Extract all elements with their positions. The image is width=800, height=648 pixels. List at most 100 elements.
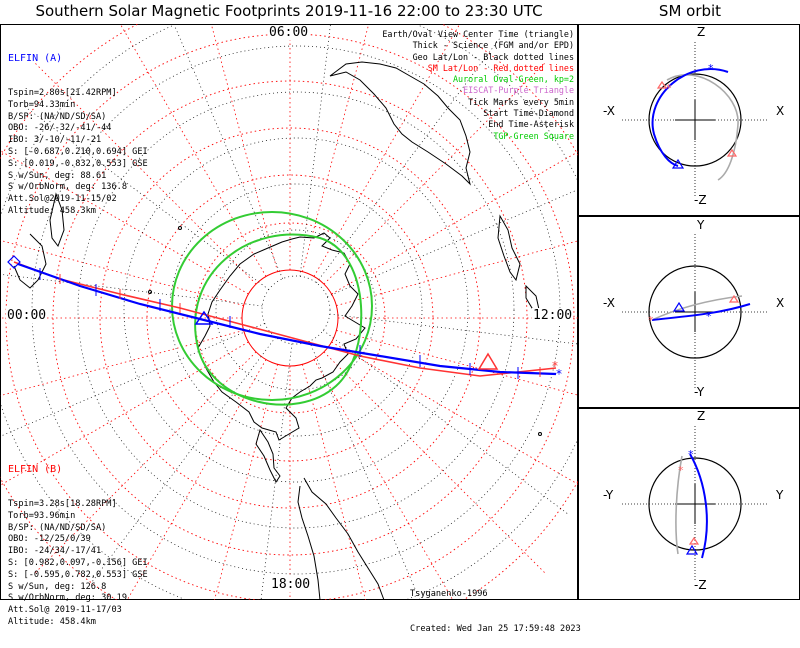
elfin-b-lines: Tspin=3.28s[18.28RPM] Torb=93.96min B/SP: … xyxy=(8,499,148,629)
info-line: Tspin=2.80s[21.42RPM] xyxy=(8,87,117,98)
info-line: B/SP: (NA/ND/SD/SA) xyxy=(8,522,107,533)
antarctic-peninsula xyxy=(255,428,281,483)
legend-item: Earth/Oval View Center Time (triangle) xyxy=(382,29,574,39)
geo-longitude-line xyxy=(327,189,578,297)
orbit-triangle xyxy=(685,544,699,555)
orbit-asterisk: * xyxy=(708,62,714,75)
orbit-triangle xyxy=(656,80,668,89)
sm-longitude-line xyxy=(331,151,578,295)
info-line: Torb=94.33min xyxy=(8,99,76,110)
info-line: S: [-0.687,0.210,0.694] GEI xyxy=(8,146,148,157)
auroral-oval-inner xyxy=(194,233,363,406)
elfin-a-lines: Tspin=2.80s[21.42RPM] Torb=94.33min B/SP: … xyxy=(8,88,148,218)
elfin-a-info: ELFIN (A) Tspin=2.80s[21.42RPM] Torb=94.3… xyxy=(8,29,148,230)
legend-item: End Time-Asterisk xyxy=(488,119,574,130)
geo-latitude-ring xyxy=(169,183,423,437)
info-line: S w/Sun, deg: 126.8 xyxy=(8,581,107,592)
geo-longitude-line xyxy=(91,336,276,583)
south-america-coast xyxy=(297,477,385,600)
info-line: S w/OrbNorm, deg: 136.8 xyxy=(8,182,127,193)
info-line: Torb=93.96min xyxy=(8,510,76,521)
legend-item: Auroral Oval-Green, kp=2 xyxy=(452,74,574,85)
orbit-0-bottom-label: -Z xyxy=(694,193,707,207)
info-line: S: [-0.595,0.782,0.553] GSE xyxy=(8,569,148,580)
elfin-b-name: ELFIN (B) xyxy=(8,463,63,475)
earth-circle xyxy=(648,265,742,359)
sm-longitude-line xyxy=(336,240,578,306)
legend-item: EISCAT-Purple Triangle xyxy=(463,85,574,96)
info-line: IBO: -24/34/-17/41 xyxy=(8,546,102,557)
geo-longitude-line xyxy=(329,313,578,345)
footprint-map: ** xyxy=(0,24,578,600)
elfin-b-orbit xyxy=(675,455,683,555)
geo-longitude-line xyxy=(0,323,265,437)
info-line: S w/Sun, deg: 88.61 xyxy=(8,170,107,181)
orbit-2-bottom-label: -Z xyxy=(694,578,707,592)
info-line: S: [0.019,-0.832,0.553] GSE xyxy=(8,158,148,169)
elfin-a-orbit xyxy=(651,303,751,321)
auroral-oval-outer xyxy=(171,211,373,401)
legend-item: TGP-Green Square xyxy=(493,130,574,141)
geo-longitude-line xyxy=(260,343,293,600)
geo-longitude-line xyxy=(322,330,569,515)
info-line: B/SP: (NA/ND/SD/SA) xyxy=(8,111,107,122)
info-line: OBO: -12/25/0/39 xyxy=(8,534,91,545)
australia-coast xyxy=(329,61,471,186)
info-line: Altitude: 458.4km xyxy=(8,616,96,627)
created-text: Created: Wed Jan 25 17:59:48 2023 xyxy=(410,623,581,634)
earth-circle xyxy=(648,73,742,167)
orbit-asterisk: * xyxy=(678,464,684,477)
model-text: Tsyganenko-1996 xyxy=(410,588,488,599)
orbit-0-right-label: X xyxy=(776,104,785,118)
elfin-a-name: ELFIN (A) xyxy=(8,52,63,64)
sm-longitude-line xyxy=(302,24,370,272)
orbit-2-right-label: Y xyxy=(776,488,784,502)
orbit-2-top-label: Z xyxy=(697,409,706,423)
elfin-a-track xyxy=(17,262,557,376)
legend-item: Tick Marks every 5min xyxy=(468,96,574,107)
geo-longitude-line xyxy=(0,273,263,307)
elfin-b-info: ELFIN (B) Tspin=3.28s[18.28RPM] Torb=93.9… xyxy=(8,440,148,641)
new-zealand-coast xyxy=(497,214,541,316)
elfin-a-orbit xyxy=(689,453,708,559)
legend-item: Geo Lat/Lon - Black dotted lines xyxy=(412,51,574,62)
geo-latitude-ring xyxy=(215,229,377,391)
sm-longitude-line xyxy=(323,351,545,573)
mlt-label-bottom: 18:00 xyxy=(270,577,312,592)
mlt-label-top: 06:00 xyxy=(268,25,310,40)
orbit-asterisk: * xyxy=(666,82,672,95)
geo-latitude-ring xyxy=(77,91,515,529)
elfin-b-orbit xyxy=(666,74,739,181)
info-line: IBO: 3/-10/-11/-21 xyxy=(8,135,102,146)
elfin-b-track xyxy=(13,261,557,377)
africa-coast xyxy=(13,233,47,289)
sm-orbit-xy-panel: * * xyxy=(578,216,800,408)
orbit-0-top-label: Z xyxy=(697,25,706,39)
info-line: S w/OrbNorm, deg: 30.19 xyxy=(8,593,127,604)
sm-longitude-line xyxy=(313,359,454,600)
geo-longitude-line xyxy=(173,24,283,279)
elfin-b-center-triangle xyxy=(477,352,499,370)
info-line: S: [0.982,0.097,-0.156] GEI xyxy=(8,557,148,568)
orbit-1-left-label: -X xyxy=(603,296,615,310)
legend-item: SM Lat/Lon - Red dotted lines xyxy=(427,62,574,73)
sm-longitude-line xyxy=(0,239,244,306)
sm-longitude-line xyxy=(210,24,278,272)
orbit-triangle xyxy=(728,294,740,303)
sm-orbit-xz-panel: ** xyxy=(578,24,800,216)
elfin-b-orbit xyxy=(651,295,743,321)
orbit-triangle xyxy=(726,148,738,157)
orbit-1-right-label: X xyxy=(776,296,785,310)
info-line: Att.Sol@2019-11-15/02 xyxy=(8,194,117,205)
chart-title: Southern Solar Magnetic Footprints 2019-… xyxy=(35,2,543,20)
mlt-label-left: 00:00 xyxy=(6,308,48,323)
geo-latitude-ring xyxy=(261,275,331,345)
orbit-0-left-label: -X xyxy=(603,104,615,118)
elfin-a-orbit xyxy=(651,68,729,167)
legend-item: Start Time-Diamond xyxy=(483,108,574,119)
sm-longitude-line xyxy=(331,341,578,485)
sm-longitude-line xyxy=(336,330,578,396)
footer: Tsyganenko-1996 Created: Wed Jan 25 17:5… xyxy=(410,565,581,648)
antarctica-coast xyxy=(197,232,366,441)
mlt-label-right: 12:00 xyxy=(532,308,574,323)
